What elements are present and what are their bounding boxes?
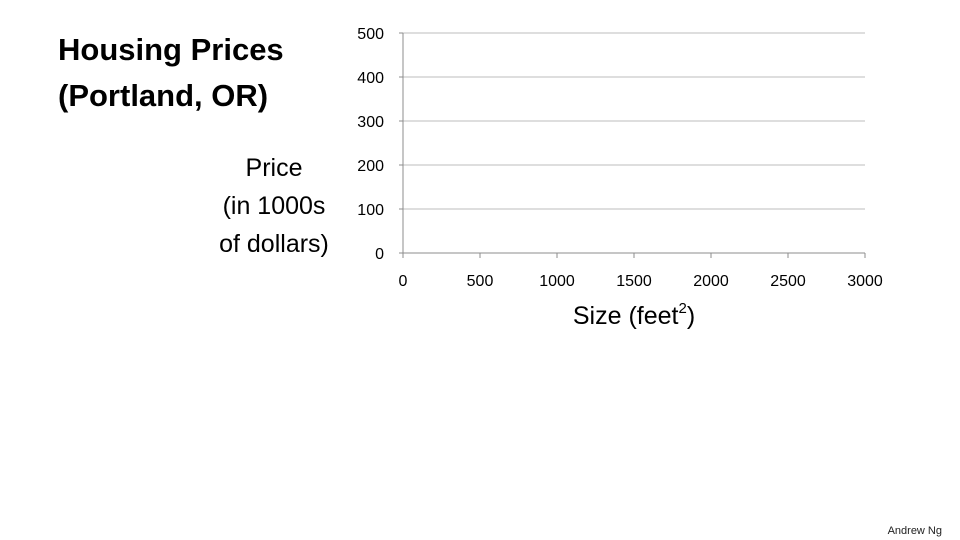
- y-tick-label: 0: [375, 246, 384, 263]
- y-tick-label: 500: [357, 26, 384, 43]
- title-line-1: Housing Prices: [58, 32, 284, 67]
- x-tick-label: 3000: [847, 273, 883, 290]
- x-tick-label: 500: [467, 273, 494, 290]
- x-axis-label: Size (feet2): [534, 300, 734, 331]
- author-credit: Andrew Ng: [887, 525, 942, 537]
- y-tick-label: 200: [357, 158, 384, 175]
- x-tick-label: 0: [399, 273, 408, 290]
- y-tick-label: 400: [357, 70, 384, 87]
- x-axis-label-text: Size (feet: [572, 302, 679, 330]
- title-line-2: (Portland, OR): [58, 78, 269, 113]
- x-tick-label: 1500: [616, 273, 652, 290]
- y-axis-label-line-2: (in 1000s: [222, 192, 326, 220]
- x-axis-label-superscript: 2: [678, 300, 687, 317]
- y-tick-label: 100: [357, 202, 384, 219]
- y-axis-label-line-1: Price: [245, 154, 303, 182]
- y-axis-label-line-3: of dollars): [219, 230, 329, 258]
- y-tick-label: 300: [357, 114, 384, 131]
- x-tick-label: 1000: [539, 273, 575, 290]
- x-tick-label: 2000: [693, 273, 729, 290]
- x-tick-label: 2500: [770, 273, 806, 290]
- x-axis-label-suffix: ): [686, 302, 696, 330]
